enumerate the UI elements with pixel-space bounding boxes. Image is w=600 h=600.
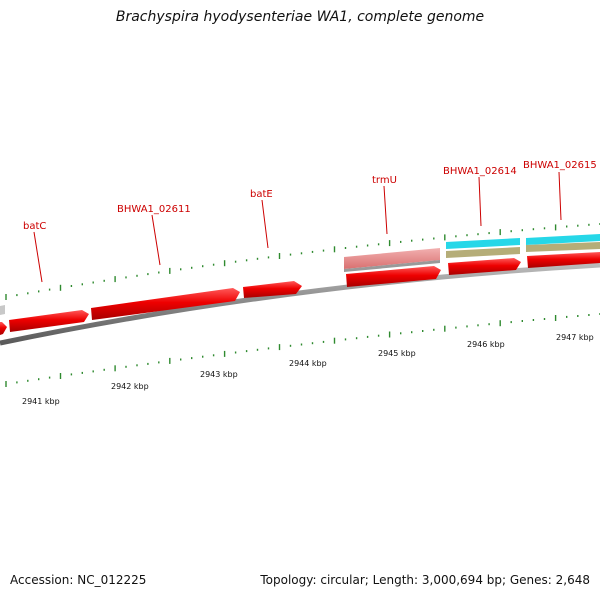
leader-batC bbox=[33, 231, 43, 283]
gene-label-BHWA1_02615[interactable]: BHWA1_02615 bbox=[523, 160, 597, 171]
genome-backbone bbox=[0, 262, 600, 346]
map-title: Brachyspira hyodysenteriae WA1, complete… bbox=[115, 9, 485, 25]
kbp-label-2944: 2944 kbp bbox=[289, 359, 327, 368]
kbp-label-2947: 2947 kbp bbox=[556, 333, 594, 342]
kbp-label-2946: 2946 kbp bbox=[467, 340, 505, 349]
gene-BHWA1_02611[interactable] bbox=[91, 288, 240, 320]
upper-tick-row bbox=[5, 223, 600, 300]
gene-trmU[interactable] bbox=[346, 266, 441, 287]
gene-label-trmU[interactable]: trmU bbox=[372, 175, 397, 186]
cyan-feature-1[interactable] bbox=[446, 238, 520, 249]
kbp-label-2942: 2942 kbp bbox=[111, 382, 149, 391]
partial-gray-feature[interactable] bbox=[0, 305, 5, 315]
label-leaders bbox=[33, 171, 562, 283]
trmU-pink-feature[interactable] bbox=[344, 248, 440, 269]
gene-label-BHWA1_02611[interactable]: BHWA1_02611 bbox=[117, 204, 191, 215]
gene-BHWA1_02615[interactable] bbox=[527, 252, 600, 268]
kbp-label-2945: 2945 kbp bbox=[378, 349, 416, 358]
gene-BHWA1_02614[interactable] bbox=[448, 258, 521, 275]
leader-BHWA1_02611 bbox=[151, 214, 161, 266]
gene-batE[interactable] bbox=[243, 281, 302, 298]
gene-label-batE[interactable]: batE bbox=[250, 189, 273, 200]
kbp-label-2941: 2941 kbp bbox=[22, 397, 60, 406]
accession-text: Accession: NC_012225 bbox=[10, 573, 147, 587]
cyan-feature-2[interactable] bbox=[526, 234, 600, 245]
leader-BHWA1_02615 bbox=[558, 171, 562, 221]
gene-batC[interactable] bbox=[9, 310, 89, 332]
leader-BHWA1_02614 bbox=[478, 176, 482, 227]
khaki-feature-1[interactable] bbox=[446, 247, 520, 258]
khaki-feature-2[interactable] bbox=[526, 242, 600, 252]
trmU-pink-underline bbox=[344, 260, 440, 272]
leader-trmU bbox=[383, 185, 388, 235]
gene-label-BHWA1_02614[interactable]: BHWA1_02614 bbox=[443, 166, 517, 177]
gene-label-batC[interactable]: batC bbox=[23, 221, 46, 232]
kbp-label-2943: 2943 kbp bbox=[200, 370, 238, 379]
gene-partial-left[interactable] bbox=[0, 322, 7, 335]
leader-batE bbox=[261, 199, 269, 249]
lower-tick-row bbox=[5, 313, 600, 387]
topology-text: Topology: circular; Length: 3,000,694 bp… bbox=[260, 573, 590, 587]
